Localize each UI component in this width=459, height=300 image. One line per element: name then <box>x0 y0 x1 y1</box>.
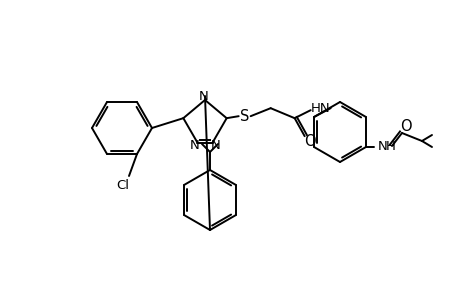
Text: Cl: Cl <box>116 179 129 193</box>
Text: H: H <box>385 140 395 152</box>
Text: N: N <box>210 139 220 152</box>
Text: N: N <box>377 140 387 152</box>
Text: S: S <box>240 109 249 124</box>
Text: N: N <box>199 89 208 103</box>
Text: O: O <box>303 134 315 149</box>
Text: N: N <box>189 139 199 152</box>
Text: O: O <box>399 118 411 134</box>
Text: HN: HN <box>310 102 330 115</box>
